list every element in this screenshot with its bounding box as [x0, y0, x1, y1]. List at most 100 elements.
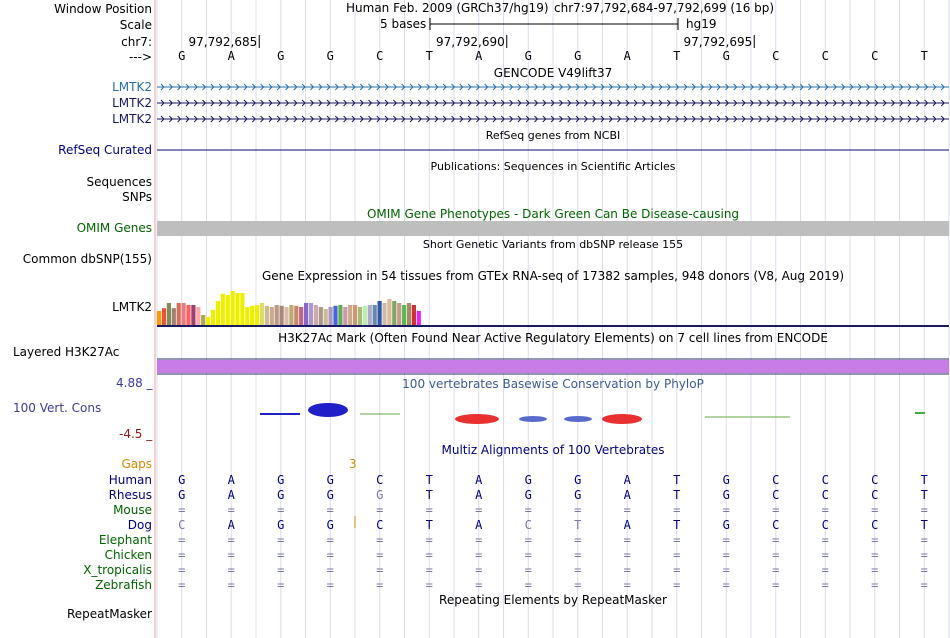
gtex-bar — [402, 305, 407, 325]
alignment-base: = — [475, 578, 483, 592]
gaps-count: 3 — [349, 457, 357, 471]
species-label-zebrafish[interactable]: Zebrafish — [95, 578, 152, 592]
species-label-mouse[interactable]: Mouse — [113, 503, 152, 517]
alignment-base: = — [425, 548, 433, 562]
ruler-tick-label: 97,792,690 — [436, 35, 505, 49]
alignment-base: T — [673, 473, 681, 487]
omim-label[interactable]: OMIM Genes — [76, 221, 152, 235]
gtex-bar — [357, 307, 363, 325]
gtex-bar — [397, 303, 402, 325]
alignment-base: T — [425, 473, 433, 487]
species-label-x_tropicalis[interactable]: X_tropicalis — [83, 563, 152, 577]
species-label-rhesus[interactable]: Rhesus — [108, 488, 152, 502]
gtex-bar — [387, 299, 392, 325]
cons-letter-c — [564, 416, 592, 422]
alignment-base: = — [920, 548, 928, 562]
alignment-base: = — [772, 563, 780, 577]
alignment-base: = — [574, 533, 582, 547]
gtex-bar — [348, 305, 353, 325]
cons-letter-a — [455, 414, 499, 424]
species-label-human[interactable]: Human — [108, 473, 152, 487]
alignment-base: = — [673, 578, 681, 592]
alignment-base: G — [574, 488, 582, 502]
gtex-bar — [333, 305, 338, 325]
alignment-base: = — [425, 578, 433, 592]
ruler-base: G — [277, 49, 285, 63]
h3k27ac-label[interactable]: Layered H3K27Ac — [13, 345, 120, 359]
alignment-base: = — [821, 563, 829, 577]
refseq-track-title: RefSeq genes from NCBI — [485, 129, 621, 142]
gtex-bar — [284, 307, 289, 325]
alignment-base: G — [277, 488, 285, 502]
alignment-base: = — [623, 503, 631, 517]
gtex-bar — [313, 305, 318, 325]
alignment-base: T — [425, 488, 433, 502]
gtex-bar — [215, 301, 220, 325]
alignment-base: = — [326, 503, 334, 517]
alignment-base: = — [574, 563, 582, 577]
alignment-base: = — [425, 563, 433, 577]
alignment-base: = — [673, 548, 681, 562]
gencode-label-2[interactable]: LMTK2 — [112, 96, 152, 110]
alignment-base: = — [673, 563, 681, 577]
cons-label[interactable]: 100 Vert. Cons — [13, 401, 102, 415]
alignment-base: = — [871, 533, 879, 547]
gtex-bar — [411, 305, 416, 325]
dbsnp-label[interactable]: Common dbSNP(155) — [22, 252, 152, 266]
alignment-base: = — [326, 578, 334, 592]
gtex-bar — [196, 307, 201, 325]
alignment-base: G — [326, 488, 334, 502]
alignment-base: = — [871, 578, 879, 592]
gtex-bar — [353, 305, 358, 325]
gtex-bar — [245, 307, 250, 325]
window-position-label: Window Position — [54, 2, 152, 16]
alignment-base: = — [376, 563, 384, 577]
alignment-base: = — [623, 563, 631, 577]
h3k27ac-signal — [157, 360, 949, 373]
alignment-base: G — [178, 473, 186, 487]
alignment-base: C — [772, 488, 780, 502]
h3k27ac-track-title: H3K27Ac Mark (Often Found Near Active Re… — [278, 331, 828, 345]
ruler-base: G — [178, 49, 186, 63]
alignment-base: = — [178, 578, 186, 592]
species-label-chicken[interactable]: Chicken — [104, 548, 152, 562]
alignment-base: = — [227, 503, 235, 517]
cons-min-label: -4.5 _ — [119, 427, 153, 441]
alignment-base: = — [722, 563, 730, 577]
species-label-dog[interactable]: Dog — [127, 518, 152, 532]
alignment-base: = — [623, 578, 631, 592]
gtex-bar — [338, 305, 343, 325]
alignment-base: G — [178, 488, 186, 502]
pubs-label[interactable]: Sequences — [86, 175, 152, 189]
snps-label[interactable]: SNPs — [122, 190, 152, 204]
refseq-label[interactable]: RefSeq Curated — [58, 143, 152, 157]
gencode-label-3[interactable]: LMTK2 — [112, 112, 152, 126]
alignment-base: = — [821, 578, 829, 592]
alignment-base: = — [920, 533, 928, 547]
gtex-bar — [406, 303, 412, 325]
alignment-base: = — [475, 548, 483, 562]
alignment-base: = — [772, 578, 780, 592]
scale-db: hg19 — [686, 17, 717, 31]
gaps-label[interactable]: Gaps — [121, 457, 152, 471]
alignment-base: = — [722, 578, 730, 592]
gtex-label[interactable]: LMTK2 — [112, 300, 152, 314]
ruler-base: A — [475, 49, 483, 63]
alignment-base: = — [277, 503, 285, 517]
gtex-bar — [206, 317, 211, 325]
alignment-base: = — [178, 548, 186, 562]
gtex-bar — [157, 311, 162, 325]
gtex-bar — [377, 301, 382, 325]
species-label-elephant[interactable]: Elephant — [98, 533, 152, 547]
rmsk-label[interactable]: RepeatMasker — [66, 607, 152, 621]
position-title: chr7:97,792,684-97,792,699 (16 bp) — [554, 1, 775, 15]
alignment-base: = — [722, 503, 730, 517]
gencode-label-1[interactable]: LMTK2 — [112, 80, 152, 94]
alignment-base: C — [376, 518, 384, 532]
strand-arrows — [160, 83, 945, 91]
alignment-base: = — [821, 533, 829, 547]
gtex-bar — [166, 303, 171, 325]
alignment-base: C — [821, 473, 829, 487]
gtex-bar — [225, 295, 230, 325]
